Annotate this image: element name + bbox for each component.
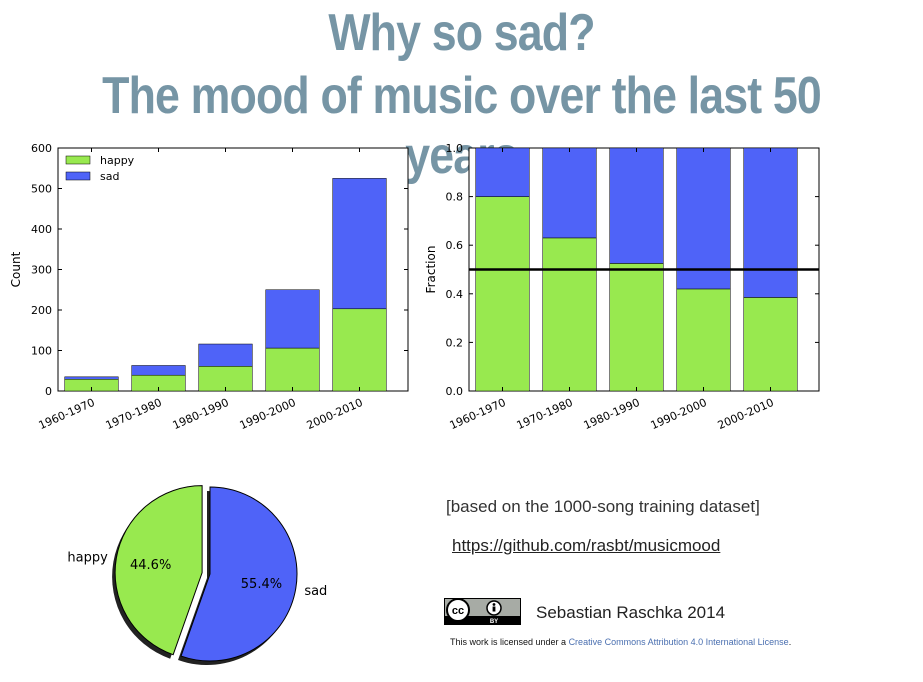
page-title-line2: The mood of music over the last 50 years	[102, 67, 822, 185]
cc-badge-text: cc	[452, 605, 464, 617]
license-suffix: .	[788, 637, 792, 647]
bar-happy-1970-1980	[542, 237, 597, 392]
bar-happy-1960-1970	[475, 196, 530, 392]
bar-happy-1980-1990	[198, 366, 253, 392]
bar-sad-1980-1990	[198, 343, 253, 367]
y-tick-label: 0.6	[446, 239, 464, 252]
license-link[interactable]: Creative Commons Attribution 4.0 Interna…	[568, 637, 789, 647]
bar-sad-1960-1970	[475, 147, 530, 197]
bar-sad-1960-1970	[64, 376, 119, 380]
y-tick-label: 0.8	[446, 191, 464, 204]
pie-slice-sad	[180, 486, 298, 662]
bar-sad-1970-1980	[542, 147, 597, 239]
by-badge-text: BY	[490, 619, 498, 625]
bar-sad-2000-2010	[332, 178, 387, 310]
y-tick-label: 300	[31, 264, 52, 277]
y-tick-label: 500	[31, 183, 52, 196]
y-axis-label: Count	[9, 251, 23, 287]
y-tick-label: 0.4	[446, 288, 464, 301]
creative-commons-by-icon[interactable]: cc BY	[444, 598, 521, 625]
pie-value-label-happy: 44.6%	[130, 558, 171, 573]
bar-happy-1980-1990	[609, 263, 664, 392]
y-tick-label: 0.0	[446, 385, 464, 398]
y-tick-label: 200	[31, 304, 52, 317]
y-tick-label: 100	[31, 345, 52, 358]
bar-sad-1990-2000	[676, 147, 731, 290]
bar-sad-1990-2000	[265, 289, 320, 349]
bar-happy-2000-2010	[743, 297, 798, 392]
legend-label-happy: happy	[100, 154, 135, 167]
y-tick-label: 0.2	[446, 336, 464, 349]
dataset-note: [based on the 1000-song training dataset…	[446, 497, 760, 516]
bar-happy-2000-2010	[332, 308, 387, 392]
legend-swatch-happy	[65, 155, 91, 165]
legend-label-sad: sad	[100, 170, 119, 183]
pie-label-happy: happy	[67, 550, 108, 565]
page-title-line1: Why so sad?	[328, 4, 595, 62]
bar-happy-1990-2000	[676, 288, 731, 392]
y-tick-label: 1.0	[446, 142, 464, 155]
y-tick-label: 600	[31, 142, 52, 155]
bar-happy-1990-2000	[265, 347, 320, 392]
legend-swatch-sad	[65, 171, 91, 181]
pie-label-sad: sad	[304, 584, 327, 599]
y-tick-label: 400	[31, 223, 52, 236]
y-tick-label: 0	[45, 385, 52, 398]
license-prefix: This work is licensed under a	[450, 637, 569, 647]
y-axis-label: Fraction	[424, 246, 438, 294]
license-notice: This work is licensed under a Creative C…	[450, 637, 791, 647]
author-credit: Sebastian Raschka 2014	[536, 603, 726, 622]
pie-value-label-sad: 55.4%	[241, 577, 282, 592]
pie-slice-happy	[114, 485, 203, 656]
bar-sad-1970-1980	[131, 365, 186, 376]
repo-link[interactable]: https://github.com/rasbt/musicmood	[452, 536, 721, 555]
